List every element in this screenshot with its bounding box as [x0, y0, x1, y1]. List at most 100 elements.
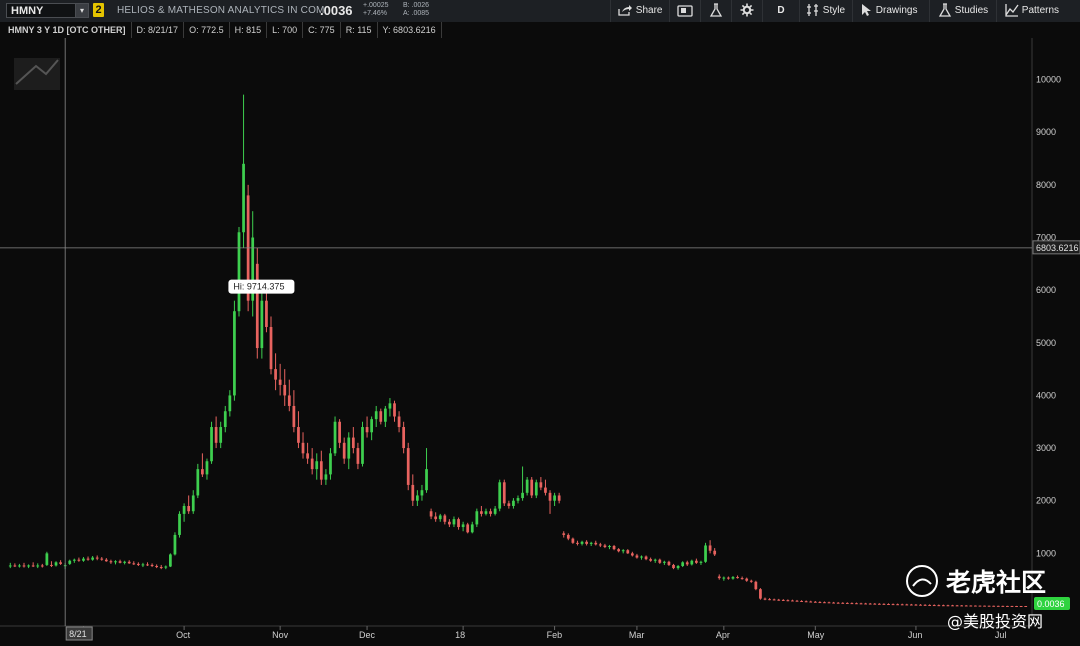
candle-up — [178, 513, 181, 535]
candle-down — [22, 565, 26, 567]
candle-up — [8, 565, 12, 567]
candle-down — [617, 549, 620, 552]
candle-up — [704, 545, 707, 562]
candle-down — [864, 603, 867, 605]
candle-up — [223, 411, 227, 428]
info-date: D: 8/21/17 — [132, 22, 185, 38]
candle-up — [525, 479, 529, 493]
candle-down — [507, 503, 511, 506]
x-tick-label: Jun — [908, 630, 923, 640]
link-group-badge[interactable]: 2 — [93, 3, 104, 17]
candle-down — [800, 600, 803, 602]
patterns-label: Patterns — [1021, 5, 1060, 16]
candle-down — [539, 482, 543, 488]
candle-down — [992, 605, 996, 607]
candle-down — [827, 602, 831, 604]
candle-up — [169, 554, 172, 567]
candle-down — [777, 599, 781, 601]
candle-down — [736, 577, 739, 579]
candle-down — [644, 556, 648, 560]
candle-down — [594, 542, 598, 545]
y-tick-label: 4000 — [1036, 390, 1056, 400]
candle-down — [297, 427, 300, 443]
candle-down — [310, 458, 314, 470]
candle-up — [475, 511, 479, 525]
company-name: HELIOS & MATHESON ANALYTICS IN COM — [117, 5, 325, 16]
candle-down — [887, 603, 890, 605]
drawings-button[interactable]: Drawings — [852, 0, 929, 22]
candle-down — [265, 300, 268, 327]
candle-up — [233, 311, 236, 396]
candle-up — [461, 524, 465, 528]
chart-title: HMNY 3 Y 1D [OTC OTHER] — [0, 22, 132, 38]
candle-down — [964, 605, 968, 607]
candle-down — [804, 601, 808, 603]
candle-down — [877, 603, 881, 605]
candle-down — [960, 605, 964, 607]
aggregation-button[interactable]: D — [762, 0, 799, 22]
candle-up — [722, 577, 726, 579]
camera-icon — [677, 5, 693, 18]
candle-down — [630, 553, 634, 556]
style-icon — [807, 4, 818, 17]
candle-down — [562, 533, 566, 535]
candle-down — [342, 442, 346, 459]
candle-up — [72, 559, 76, 561]
candle-down — [914, 604, 918, 606]
candle-down — [50, 564, 53, 566]
share-button[interactable]: Share — [610, 0, 669, 22]
candle-down — [201, 469, 204, 475]
candle-up — [470, 524, 474, 533]
flask-button[interactable] — [700, 0, 731, 22]
candle-down — [283, 384, 287, 396]
x-tick-label: Nov — [272, 630, 289, 640]
candle-up — [182, 505, 186, 514]
candle-up — [416, 495, 419, 501]
y-tick-label: 5000 — [1036, 338, 1056, 348]
y-tick-label: 9000 — [1036, 127, 1056, 137]
candle-down — [983, 605, 986, 607]
candle-down — [987, 605, 991, 607]
candle-down — [937, 605, 941, 607]
candle-down — [118, 561, 122, 563]
x-tick-label: May — [807, 630, 825, 640]
snapshot-button[interactable] — [669, 0, 700, 22]
symbol-input[interactable]: HMNY — [6, 3, 76, 18]
x-tick-label: Oct — [176, 630, 191, 640]
price-chart[interactable]: 1000 2000 3000 4000 5000 6000 7000 8000 9000 1000… — [0, 38, 1080, 646]
candle-down — [672, 564, 675, 569]
x-tick-label: Feb — [547, 630, 563, 640]
candle-down — [1024, 605, 1028, 607]
studies-button[interactable]: Studies — [929, 0, 996, 22]
last-price-box — [1034, 596, 1070, 610]
symbol-dropdown-button[interactable]: ▾ — [75, 3, 89, 18]
candle-down — [942, 605, 945, 607]
y-tick-label: 2000 — [1036, 496, 1056, 506]
candle-down — [187, 505, 191, 512]
candle-up — [191, 495, 195, 512]
crosshair-date-label: 8/21 — [69, 629, 87, 639]
candle-down — [319, 461, 323, 480]
last-price: .0036 — [320, 3, 353, 18]
candle-down — [301, 442, 305, 454]
candle-down — [155, 565, 159, 568]
candle-up — [91, 557, 94, 560]
settings-button[interactable] — [731, 0, 762, 22]
patterns-button[interactable]: Patterns — [996, 0, 1080, 22]
style-button[interactable]: Style — [799, 0, 852, 22]
watermark-brand: 老虎社区 — [946, 568, 1046, 597]
x-tick-label: Apr — [716, 630, 730, 640]
candle-down — [104, 559, 108, 562]
candle-down — [406, 448, 410, 485]
candle-up — [580, 541, 584, 544]
candle-down — [150, 564, 154, 566]
candle-down — [255, 263, 259, 349]
candle-down — [443, 515, 447, 522]
candle-down — [905, 604, 909, 606]
candle-down — [978, 605, 982, 607]
candle-down — [40, 565, 44, 567]
candle-up — [370, 419, 374, 433]
y-tick-label: 8000 — [1036, 180, 1056, 190]
candle-up — [621, 550, 625, 552]
candle-down — [626, 550, 630, 554]
